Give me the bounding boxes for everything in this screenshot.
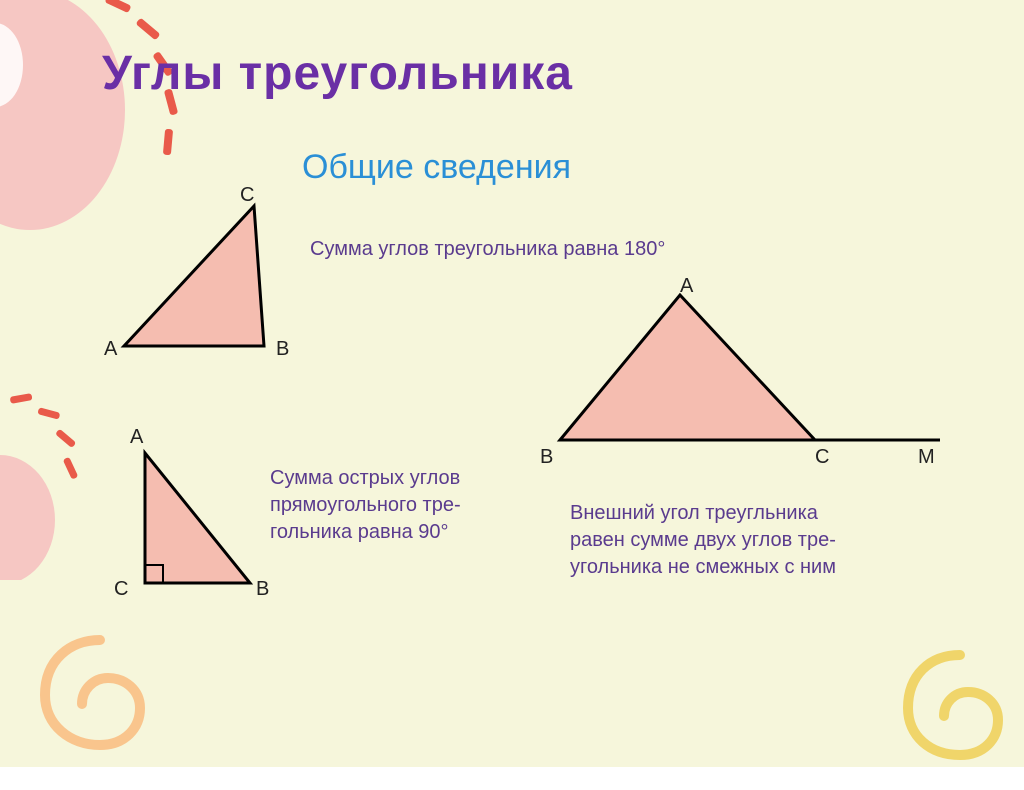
vertex-label-B: В [540,446,553,469]
triangle-exterior [540,280,960,460]
swirl-bottom-right [880,640,1024,790]
vertex-label-A: A [104,338,117,361]
fact-sum-180: Сумма углов треугольника равна 180° [310,236,665,263]
slide-container: Углы треугольника Общие сведения Сумма у… [0,0,1024,767]
slide-subtitle: Общие сведения [302,148,571,187]
vertex-label-C: С [240,184,254,207]
vertex-label-B: В [256,578,269,601]
vertex-label-C: С [815,446,829,469]
vertex-label-B: В [276,338,289,361]
vertex-label-M: М [918,446,935,469]
fact-exterior-angle: Внешний угол треугльника равен сумме дву… [570,500,836,581]
slide-title: Углы треугольника [102,46,573,101]
triangle-generic [104,196,304,376]
vertex-label-A: А [680,275,693,298]
fact2-line1: Сумма острых углов [270,467,460,489]
swirl-bottom-left [10,620,180,780]
fact3-line3: угольника не смежных с ним [570,556,836,578]
fact2-line2: прямоугольного тре- [270,494,461,516]
fact3-line1: Внешний угол треугльника [570,502,818,524]
vertex-label-C: С [114,578,128,601]
fact-right-angle-90: Сумма острых углов прямоугольного тре- г… [270,465,461,546]
vertex-label-A: А [130,426,143,449]
balloon-left-mid [0,390,100,580]
fact2-line3: гольника равна 90° [270,521,449,543]
fact3-line2: равен сумме двух углов тре- [570,529,836,551]
